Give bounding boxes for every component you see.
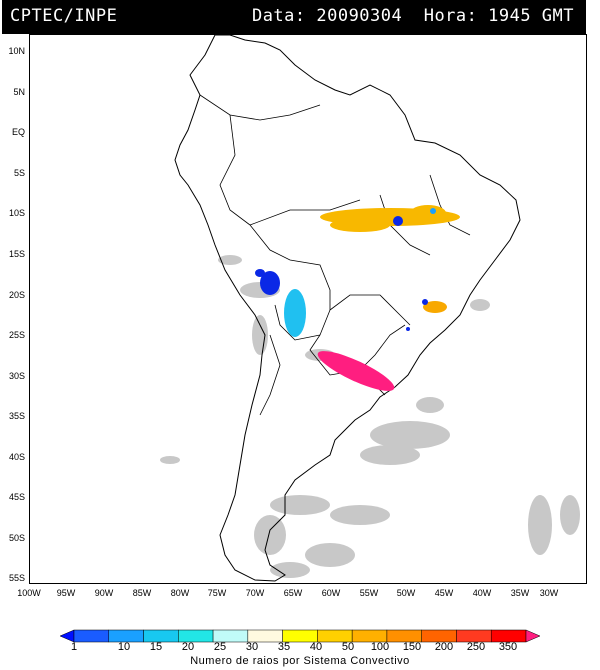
legend-swatch	[525, 629, 541, 643]
lon-label: 65W	[283, 588, 303, 598]
legend-tick: 200	[434, 641, 454, 653]
coastline	[174, 35, 521, 582]
lat-label: 20S	[8, 290, 25, 300]
lon-label: 60W	[321, 588, 341, 598]
legend-colorbar	[59, 629, 541, 643]
lat-label: 40S	[8, 452, 25, 462]
lon-label: 75W	[207, 588, 227, 598]
legend-tick: 30	[245, 641, 259, 653]
source-label: CPTEC/INPE	[10, 6, 118, 26]
lat-label: 5N	[13, 87, 25, 97]
map-header: CPTEC/INPE Data: 20090304 Hora: 1945 GMT	[2, 0, 586, 34]
lon-label: 95W	[56, 588, 76, 598]
lon-label: 40W	[472, 588, 492, 598]
lat-label: 10N	[8, 46, 25, 56]
lat-label: 35S	[8, 411, 25, 421]
legend-tick: 40	[309, 641, 323, 653]
color-legend: 1 10 15 20 25 30 35 40 50 100 150 200 25…	[59, 628, 541, 667]
cloud-cover-regions	[160, 255, 580, 578]
lon-label: 85W	[132, 588, 152, 598]
lat-label: 55S	[8, 573, 25, 583]
map-panel	[29, 34, 587, 584]
lat-label: 45S	[8, 492, 25, 502]
legend-tick: 15	[149, 641, 163, 653]
lat-label: 50S	[8, 533, 25, 543]
legend-tick: 10	[117, 641, 131, 653]
legend-tick: 1	[70, 641, 78, 653]
lat-label: EQ	[11, 127, 25, 137]
lon-label: 30W	[539, 588, 559, 598]
legend-title: Numero de raios por Sistema Convectivo	[190, 655, 410, 667]
lon-label: 35W	[510, 588, 530, 598]
legend-tick: 25	[213, 641, 227, 653]
legend-tick: 350	[498, 641, 518, 653]
legend-tick: 250	[466, 641, 486, 653]
lon-label: 100W	[17, 588, 41, 598]
legend-tick: 20	[181, 641, 195, 653]
legend-tick: 150	[402, 641, 422, 653]
lon-label: 45W	[434, 588, 454, 598]
lon-label: 80W	[170, 588, 190, 598]
legend-tick: 35	[277, 641, 291, 653]
lat-label: 10S	[8, 208, 25, 218]
legend-tick: 50	[341, 641, 355, 653]
datetime-label: Data: 20090304 Hora: 1945 GMT	[251, 6, 574, 26]
lat-label: 30S	[8, 371, 25, 381]
convective-systems	[255, 205, 460, 391]
lon-label: 70W	[245, 588, 265, 598]
lat-label: 5S	[13, 168, 25, 178]
lon-label: 90W	[94, 588, 114, 598]
legend-tick: 100	[370, 641, 390, 653]
south-america-map	[160, 35, 580, 582]
lat-label: 25S	[8, 330, 25, 340]
lon-label: 50W	[396, 588, 416, 598]
lon-label: 55W	[359, 588, 379, 598]
lat-label: 15S	[8, 249, 25, 259]
